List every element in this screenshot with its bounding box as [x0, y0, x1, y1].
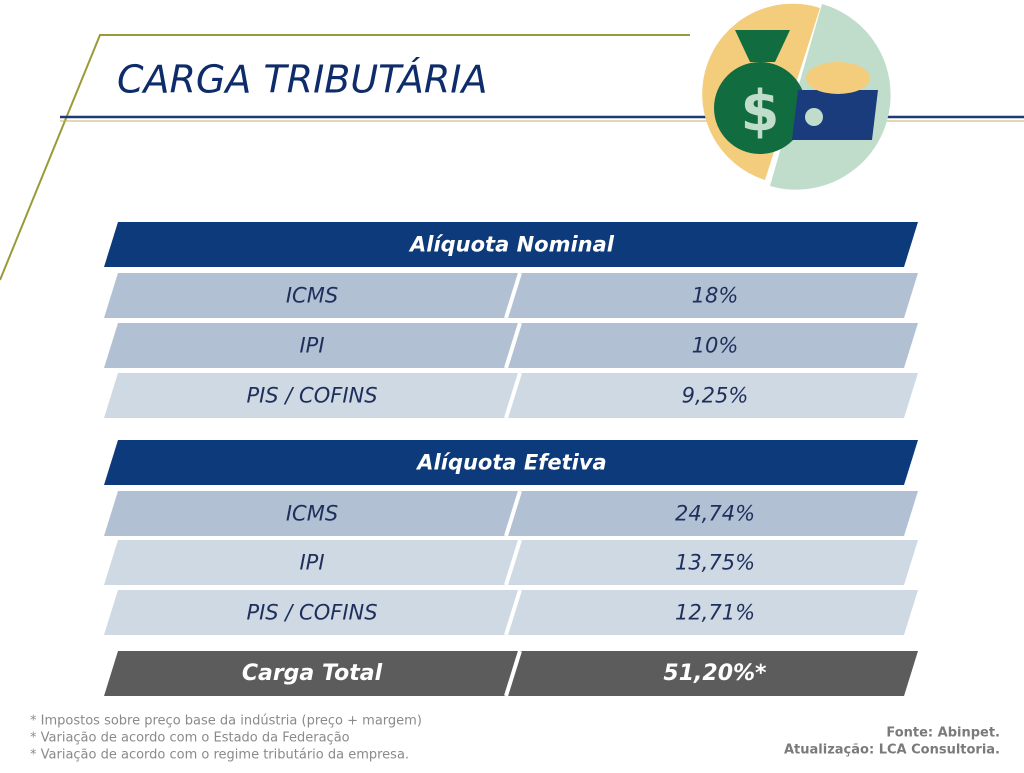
footnote: * Variação de acordo com o Estado da Fed…: [30, 731, 350, 746]
title: CARGA TRIBUTÁRIA: [117, 58, 487, 102]
total-label: Carga Total: [242, 661, 383, 686]
icon: $: [702, 3, 891, 190]
source: Atualização: LCA Consultoria.: [784, 743, 1000, 758]
tax-rate: 13,75%: [675, 551, 755, 575]
footnote: * Impostos sobre preço base da indústria…: [30, 714, 422, 729]
tax-rate: 12,71%: [675, 601, 755, 625]
section-header-text: Alíquota Nominal: [408, 233, 615, 257]
divider: [504, 272, 522, 319]
divider: [504, 322, 522, 369]
tax-rate: 9,25%: [682, 384, 749, 408]
section-header: [104, 222, 918, 267]
tax-name: IPI: [299, 334, 324, 358]
tax-name: IPI: [299, 551, 324, 575]
section-header: [104, 440, 918, 485]
decor-line: [0, 34, 690, 281]
tax-name: ICMS: [286, 502, 338, 526]
divider: [504, 650, 522, 697]
tax-rate: 18%: [692, 284, 739, 308]
svg-text:$: $: [741, 79, 780, 144]
source: Fonte: Abinpet.: [886, 726, 1000, 741]
section-header-text: Alíquota Efetiva: [415, 451, 606, 475]
tax-rate: 24,74%: [675, 502, 755, 526]
divider: [504, 372, 522, 419]
divider: [504, 539, 522, 586]
tax-rate: 10%: [692, 334, 739, 358]
divider: [504, 589, 522, 636]
footnote: * Variação de acordo com o regime tribut…: [30, 748, 409, 763]
tax-name: PIS / COFINS: [246, 601, 377, 625]
divider: [504, 490, 522, 537]
tax-name: ICMS: [286, 284, 338, 308]
tax-name: PIS / COFINS: [246, 384, 377, 408]
total-value: 51,20%*: [663, 661, 767, 686]
